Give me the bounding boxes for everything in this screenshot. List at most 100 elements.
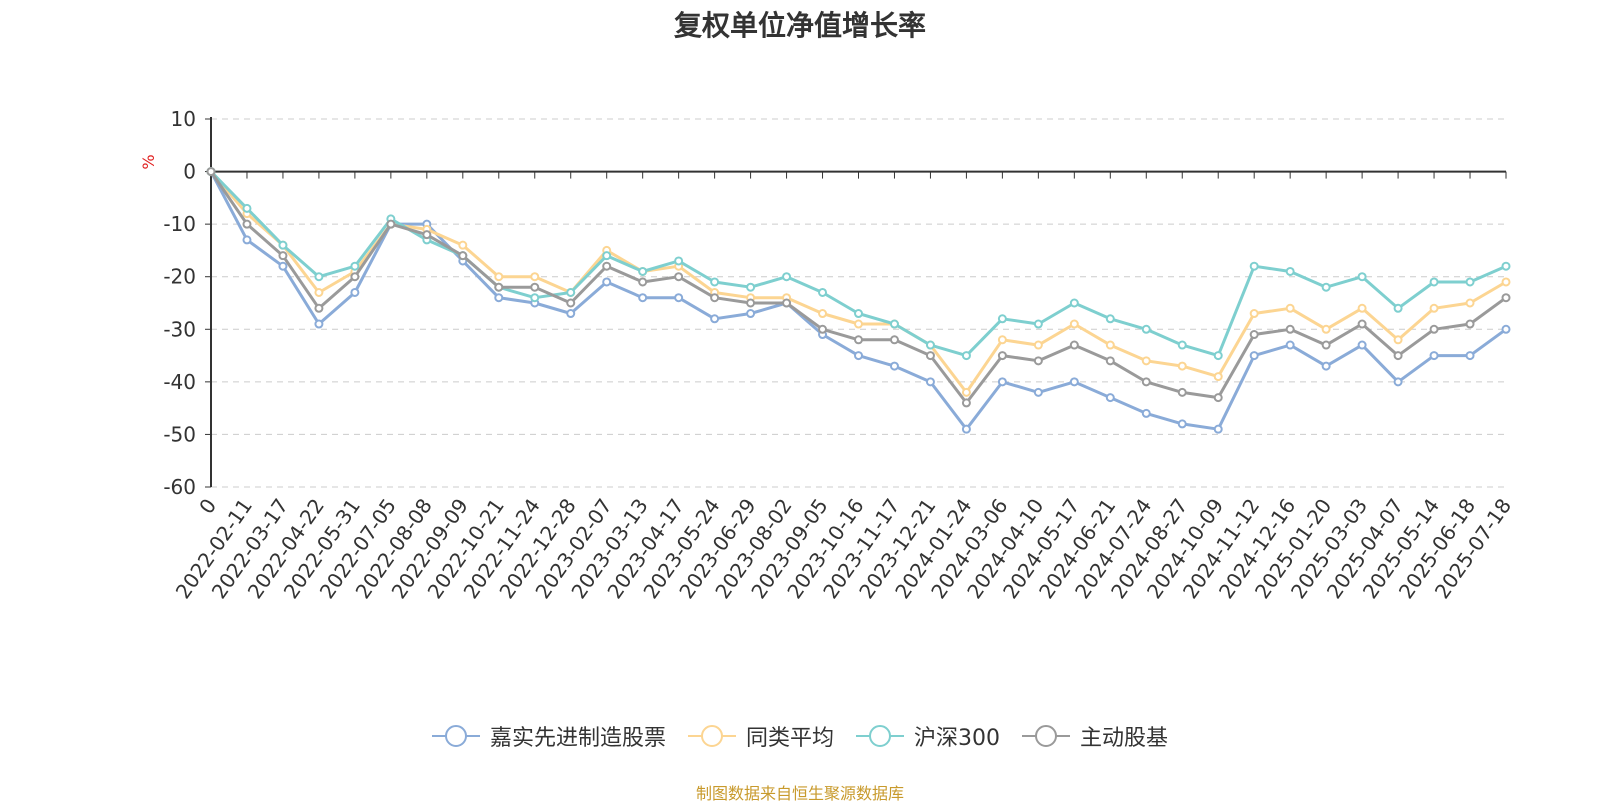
y-tick-label: -50	[163, 422, 196, 446]
data-point	[242, 219, 252, 229]
data-point	[961, 351, 971, 361]
data-point	[1501, 324, 1511, 334]
data-point	[638, 277, 648, 287]
legend-label: 沪深300	[914, 726, 1000, 751]
data-point	[314, 319, 324, 329]
data-point	[1249, 261, 1259, 271]
data-point	[1393, 351, 1403, 361]
x-tick-label: 0	[194, 494, 221, 518]
data-point	[746, 298, 756, 308]
data-point	[710, 314, 720, 324]
data-point	[1285, 266, 1295, 276]
data-point	[1177, 340, 1187, 350]
data-point	[1285, 340, 1295, 350]
data-point	[674, 256, 684, 266]
series-line	[209, 170, 1507, 431]
data-point	[278, 261, 288, 271]
data-point	[1105, 356, 1115, 366]
data-point	[278, 240, 288, 250]
data-point	[889, 335, 899, 345]
data-point	[566, 287, 576, 297]
data-point	[1033, 387, 1043, 397]
y-tick-label: -60	[163, 475, 196, 499]
data-point	[997, 351, 1007, 361]
data-point	[1069, 319, 1079, 329]
data-point	[1177, 419, 1187, 429]
data-point	[889, 361, 899, 371]
legend-label: 主动股基	[1080, 726, 1169, 751]
legend-marker-icon	[856, 725, 904, 747]
data-point	[278, 251, 288, 261]
data-point	[1429, 277, 1439, 287]
x-axis: 02022-02-112022-03-172022-04-222022-05-3…	[171, 170, 1516, 603]
data-point	[638, 266, 648, 276]
data-point	[422, 230, 432, 240]
legend-item[interactable]: 同类平均	[687, 720, 834, 752]
legend-label: 同类平均	[745, 726, 834, 751]
data-point	[1249, 351, 1259, 361]
data-point	[854, 309, 863, 319]
data-point	[638, 293, 648, 303]
data-point	[1213, 372, 1223, 382]
y-axis-label: %	[139, 154, 158, 169]
data-point	[746, 282, 756, 292]
legend-item[interactable]: 沪深300	[856, 720, 1000, 752]
legend-item[interactable]: 主动股基	[1022, 720, 1168, 752]
data-point	[1033, 319, 1043, 329]
chart-legend: 嘉实先进制造股票 同类平均 沪深300 主动股基	[0, 720, 1600, 752]
data-point	[566, 309, 576, 319]
data-point	[530, 272, 540, 282]
data-point	[889, 319, 899, 329]
data-point	[1501, 277, 1511, 287]
legend-item[interactable]: 嘉实先进制造股票	[431, 720, 666, 752]
data-point	[961, 398, 971, 408]
data-point	[242, 235, 252, 245]
y-tick-label: -30	[163, 317, 196, 341]
data-point	[1501, 293, 1511, 303]
data-point	[782, 272, 792, 282]
data-point	[314, 287, 324, 297]
data-point	[494, 272, 504, 282]
data-point	[1177, 387, 1187, 397]
data-point	[1429, 351, 1439, 361]
data-point	[925, 351, 935, 361]
data-point	[818, 287, 828, 297]
data-point	[1393, 377, 1403, 387]
data-point	[961, 424, 971, 434]
data-point	[1393, 335, 1403, 345]
chart-title: 复权单位净值增长率	[673, 9, 926, 42]
data-point	[1105, 340, 1115, 350]
data-point	[1465, 298, 1475, 308]
data-point	[602, 251, 612, 261]
data-point	[1177, 361, 1187, 371]
data-point	[818, 324, 828, 334]
data-point	[1069, 298, 1079, 308]
data-source-note: 制图数据来自恒生聚源数据库	[695, 784, 904, 803]
y-axis: 10 0 -10 -20 -30 -40 -50 -60	[163, 107, 212, 499]
data-point	[1429, 303, 1439, 313]
line-chart: 10 0 -10 -20 -30 -40 -50 -60 02022-02-112022-03…	[139, 107, 1516, 603]
data-point	[997, 335, 1007, 345]
y-tick-label: -20	[163, 265, 196, 289]
data-point	[746, 309, 756, 319]
legend-label: 嘉实先进制造股票	[489, 726, 666, 751]
data-point	[386, 219, 396, 229]
data-point	[1141, 377, 1151, 387]
data-point	[997, 377, 1007, 387]
data-point	[566, 298, 576, 308]
data-point	[1033, 356, 1043, 366]
data-point	[854, 335, 863, 345]
data-point	[1465, 319, 1475, 329]
data-point	[1069, 377, 1079, 387]
data-point	[782, 298, 792, 308]
data-point	[674, 272, 684, 282]
data-point	[494, 282, 504, 292]
data-point	[1105, 393, 1115, 403]
data-point	[1213, 393, 1223, 403]
data-point	[818, 309, 828, 319]
data-point	[1213, 351, 1223, 361]
data-point	[997, 314, 1007, 324]
data-point	[1321, 282, 1331, 292]
data-point	[710, 277, 720, 287]
data-point	[458, 240, 468, 250]
